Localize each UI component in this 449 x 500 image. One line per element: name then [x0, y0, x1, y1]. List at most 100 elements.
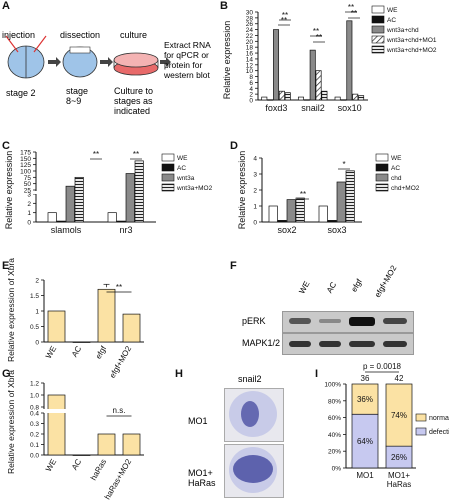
legend-label: normal: [429, 415, 449, 422]
panel-label-c: C: [2, 140, 10, 152]
blot-band: [383, 318, 407, 324]
row-label-mo1-haras-line2: HaRas: [188, 478, 216, 488]
y-tick-label: 26: [246, 21, 254, 28]
y-tick-label: 125: [20, 162, 31, 169]
y-axis-label: Relative expression: [237, 151, 247, 230]
legend-label: WE: [387, 7, 398, 14]
row-label-mo1-haras-line1: MO1+: [188, 468, 213, 478]
y-tick-label: 1: [253, 204, 257, 211]
legend-swatch: [371, 45, 385, 54]
x-tick-label: sox3: [327, 225, 346, 235]
bar: [327, 220, 337, 223]
legend-swatch: [375, 183, 389, 192]
y-tick-label: 28: [246, 15, 254, 22]
segment-label: 36%: [357, 395, 373, 404]
significance-mark: **: [316, 33, 322, 42]
y-tick-label: 150: [20, 156, 31, 163]
x-tick-label: efgf+MO2: [108, 344, 134, 380]
y-tick-label: 100%: [324, 382, 341, 389]
legend-swatch: [371, 5, 385, 14]
row-label-mo1: MO1: [188, 416, 208, 426]
y-tick-label: 6: [249, 80, 253, 87]
bar: [318, 205, 328, 223]
significance-mark: **: [281, 16, 287, 25]
legend-label: wnt3a+chd+MO1: [386, 37, 437, 44]
y-tick-label: 2: [249, 92, 253, 99]
y-tick-label: 1.0: [30, 393, 39, 400]
blot-band: [383, 341, 407, 347]
legend-label: AC: [391, 165, 400, 172]
row-label-perk: pERK: [242, 316, 266, 326]
bar: [309, 49, 316, 101]
bar: [346, 20, 353, 101]
legend-label: AC: [387, 17, 396, 24]
extract-line-1: Extract RNA: [164, 40, 211, 50]
panel-label-f: F: [230, 260, 237, 272]
significance-mark: **: [133, 150, 139, 159]
bar: [345, 170, 355, 223]
panel-label-a: A: [2, 0, 10, 12]
p-value-label: p = 0.0018: [363, 362, 402, 371]
step-injection: injection: [2, 30, 36, 40]
stage-label-culture: Culture to stages as indicated: [114, 86, 154, 116]
bar: [336, 181, 346, 223]
legend-swatch: [415, 413, 427, 422]
bar: [295, 197, 305, 223]
y-tick-label: 1: [35, 309, 39, 316]
y-axis-label: Relative expression: [4, 151, 14, 230]
legend-swatch: [375, 163, 389, 172]
bar: [97, 288, 116, 343]
bar: [116, 220, 126, 223]
legend-label: wnt3a: [176, 175, 195, 182]
bar: [56, 220, 66, 223]
y-tick-label: 8: [249, 74, 253, 81]
x-tick-label: sox10: [338, 103, 362, 113]
segment-label: 26%: [391, 453, 407, 462]
x-tick-label: haRas+MO2: [103, 457, 134, 500]
panel-a-illustration: [5, 35, 171, 79]
bar: [97, 433, 116, 456]
bar: [267, 99, 274, 101]
panel-label-d: D: [230, 140, 238, 152]
bar-segment: [351, 383, 379, 415]
y-tick-label: 25: [24, 188, 32, 195]
blot-band: [289, 318, 311, 324]
y-tick-label: 60%: [328, 415, 341, 422]
y-tick-label: 175: [20, 150, 31, 157]
y-tick-label: 0.0: [30, 453, 39, 460]
legend-swatch: [371, 15, 385, 24]
significance-mark: n.s.: [113, 406, 126, 415]
bar: [340, 99, 347, 101]
bar-segment: [385, 383, 413, 447]
bar: [358, 95, 365, 101]
x-tick-label: sox2: [277, 225, 296, 235]
y-tick-label: 80%: [328, 398, 341, 405]
bar: [122, 433, 141, 456]
legend-label: wnt3a+MO2: [176, 185, 213, 192]
panel-label-h: H: [175, 368, 183, 380]
y-tick-label: 0: [27, 220, 31, 227]
y-tick-label: 1.5: [30, 293, 39, 300]
y-tick-label: 0: [253, 220, 257, 227]
blot-band: [349, 317, 375, 326]
legend-swatch: [415, 427, 427, 436]
embryo-stain: [233, 455, 273, 483]
blot-band: [289, 341, 311, 347]
y-tick-label: 1.2: [30, 381, 39, 388]
y-tick-label: 4: [253, 156, 257, 163]
panel-h-title: snail2: [238, 374, 262, 384]
y-axis-label: Relative expression: [222, 21, 232, 100]
y-tick-label: 0.2: [30, 432, 39, 439]
segment-label: 64%: [357, 437, 373, 446]
legend-swatch: [375, 173, 389, 182]
arrow-icon: [160, 57, 171, 67]
bar: [297, 96, 304, 101]
lane-label-efgf-mo2: efgf+MO2: [372, 263, 399, 300]
x-tick-label: haRas: [89, 458, 108, 483]
bar: [321, 90, 328, 101]
y-tick-label: 22: [246, 33, 254, 40]
arrow-icon: [48, 57, 61, 67]
bar: [122, 313, 141, 343]
bar: [74, 176, 84, 223]
